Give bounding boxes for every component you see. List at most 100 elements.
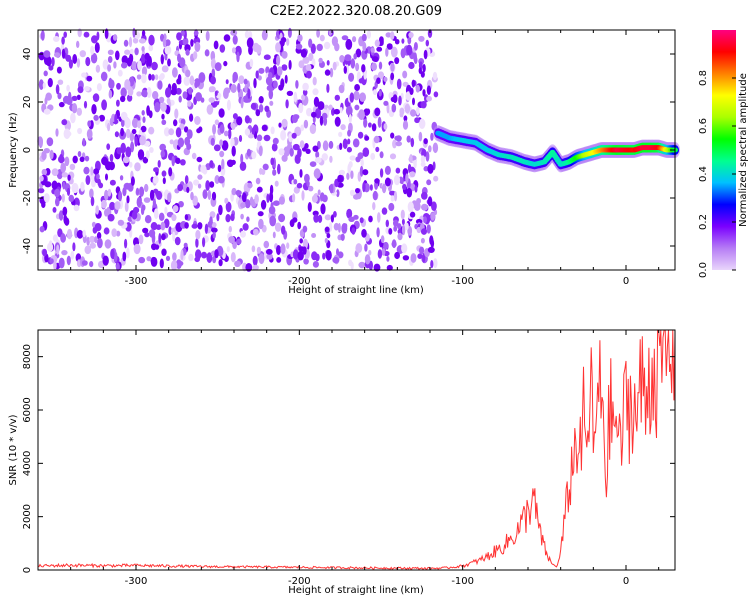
noise-speck xyxy=(320,192,325,202)
noise-speck xyxy=(70,250,75,260)
noise-speck xyxy=(333,108,341,115)
noise-speck xyxy=(402,120,409,130)
noise-speck xyxy=(292,114,300,120)
noise-speck xyxy=(178,201,184,208)
noise-speck xyxy=(370,47,375,53)
noise-speck xyxy=(349,92,354,103)
noise-speck xyxy=(256,186,263,193)
noise-speck xyxy=(344,54,352,62)
noise-speck xyxy=(332,256,340,264)
noise-speck xyxy=(204,49,210,57)
spectrogram-signal-track xyxy=(433,125,680,173)
noise-speck xyxy=(390,195,395,202)
noise-speck xyxy=(92,93,100,102)
noise-speck xyxy=(299,238,304,244)
noise-speck xyxy=(117,69,123,77)
noise-speck xyxy=(197,174,203,180)
noise-speck xyxy=(278,196,285,205)
noise-speck xyxy=(106,143,111,150)
noise-speck xyxy=(160,150,166,158)
snr-panel: -300 -200 -100 0 0 2000 4000 6000 8000 Height of… xyxy=(8,329,676,596)
noise-speck xyxy=(56,244,60,255)
noise-speck xyxy=(150,222,158,231)
noise-speck xyxy=(152,91,159,100)
x-tick-label: -300 xyxy=(125,576,148,587)
noise-speck xyxy=(350,58,356,69)
noise-speck xyxy=(394,251,400,260)
noise-speck xyxy=(254,194,259,204)
noise-speck xyxy=(165,87,172,98)
y-tick-label: 40 xyxy=(22,48,33,61)
noise-speck xyxy=(420,71,425,78)
noise-speck xyxy=(115,50,120,61)
noise-speck xyxy=(326,233,331,239)
noise-speck xyxy=(326,60,330,66)
noise-speck xyxy=(95,205,99,215)
noise-speck xyxy=(57,79,64,85)
noise-speck xyxy=(47,77,53,88)
noise-speck xyxy=(61,48,66,59)
noise-speck xyxy=(77,86,84,94)
noise-speck xyxy=(425,151,430,162)
noise-speck xyxy=(200,97,205,103)
noise-speck xyxy=(362,169,369,176)
noise-speck xyxy=(422,89,426,97)
noise-speck xyxy=(402,255,410,261)
noise-speck xyxy=(221,158,225,170)
noise-speck xyxy=(57,92,62,100)
noise-speck xyxy=(98,182,104,189)
x-tick-label: -300 xyxy=(125,276,148,287)
noise-speck xyxy=(232,241,237,250)
noise-speck xyxy=(338,169,345,176)
noise-speck xyxy=(249,58,254,68)
y-tick-label: 2000 xyxy=(22,504,33,529)
noise-speck xyxy=(84,155,90,162)
noise-speck xyxy=(88,172,96,180)
noise-speck xyxy=(308,38,313,48)
noise-speck xyxy=(195,238,199,248)
x-tick-label: -100 xyxy=(451,576,474,587)
noise-speck xyxy=(355,188,360,194)
noise-speck xyxy=(48,65,54,71)
noise-speck xyxy=(137,60,142,71)
noise-speck xyxy=(281,118,288,128)
noise-speck xyxy=(165,255,171,261)
noise-speck xyxy=(384,177,391,187)
noise-speck xyxy=(272,137,279,145)
noise-speck xyxy=(163,191,168,197)
noise-speck xyxy=(86,75,93,82)
noise-speck xyxy=(126,247,130,259)
noise-speck xyxy=(401,224,406,236)
noise-speck xyxy=(134,162,141,172)
noise-speck xyxy=(162,37,167,48)
noise-speck xyxy=(292,249,299,260)
noise-speck xyxy=(252,42,260,53)
noise-speck xyxy=(103,227,110,235)
noise-speck xyxy=(54,188,61,198)
noise-speck xyxy=(226,99,231,111)
noise-speck xyxy=(306,107,313,117)
noise-speck xyxy=(201,251,207,259)
noise-speck xyxy=(138,38,146,44)
noise-speck xyxy=(328,222,333,232)
noise-speck xyxy=(96,83,102,92)
noise-speck xyxy=(368,249,372,256)
noise-speck xyxy=(333,222,340,231)
noise-speck xyxy=(173,119,178,127)
noise-speck xyxy=(390,31,395,40)
noise-speck xyxy=(69,163,76,171)
x-tick-label: -200 xyxy=(288,576,311,587)
noise-speck xyxy=(93,114,99,121)
noise-speck xyxy=(393,174,401,186)
noise-speck xyxy=(219,139,224,147)
noise-speck xyxy=(368,215,373,223)
noise-speck xyxy=(83,100,88,109)
noise-speck xyxy=(278,84,284,91)
noise-speck xyxy=(328,104,333,111)
y-tick-label: -20 xyxy=(22,190,33,206)
noise-speck xyxy=(230,122,236,130)
noise-speck xyxy=(274,180,279,187)
noise-speck xyxy=(383,100,389,106)
noise-speck xyxy=(273,80,278,89)
noise-speck xyxy=(109,154,114,162)
